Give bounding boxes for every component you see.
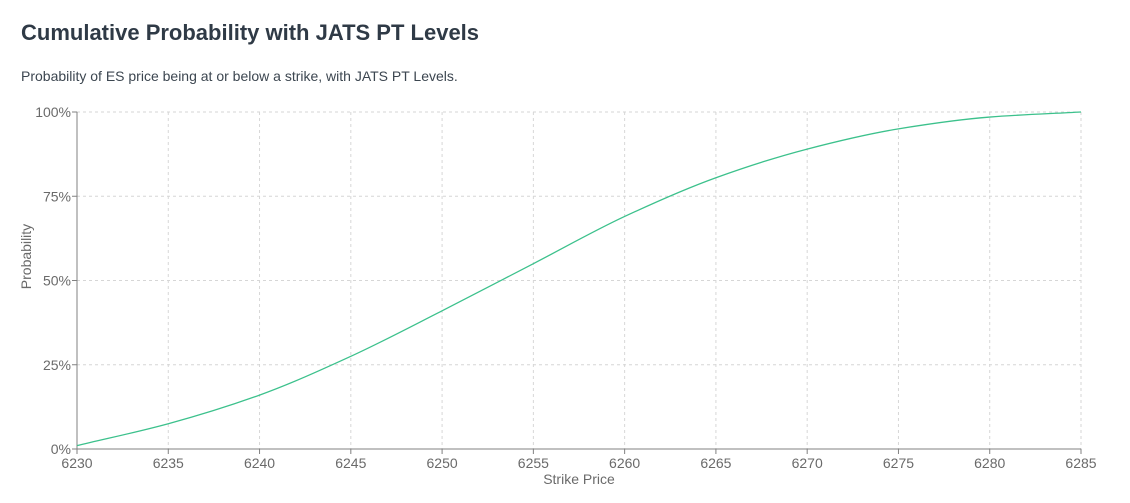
x-axis-title: Strike Price [543,471,615,487]
chart-title: Cumulative Probability with JATS PT Leve… [21,20,480,45]
x-tick-label: 6280 [974,455,1005,471]
y-tick-label: 25% [43,357,71,373]
grid [76,111,1082,450]
x-tick-label: 6240 [244,455,275,471]
series-layer [76,111,1082,447]
x-tick-label: 6270 [792,455,823,471]
x-tick-label: 6275 [883,455,914,471]
x-tick-label: 6230 [61,455,92,471]
tick-labels: 6230 6235 6240 6245 6250 6255 6260 6265 6270 6275… [35,104,1097,471]
axes [72,111,1082,454]
y-tick-label: 50% [43,273,71,289]
x-tick-label: 6285 [1065,455,1096,471]
x-tick-label: 6265 [700,455,731,471]
x-tick-label: 6260 [609,455,640,471]
chart-subtitle: Probability of ES price being at or belo… [21,68,458,84]
y-tick-label: 0% [51,441,71,457]
y-tick-label: 100% [35,104,71,120]
x-tick-label: 6255 [518,455,549,471]
x-tick-label: 6245 [335,455,366,471]
x-tick-label: 6235 [153,455,184,471]
y-axis-title: Probability [18,224,34,289]
probability-line [76,111,1082,447]
y-tick-label: 75% [43,188,71,204]
x-tick-label: 6250 [427,455,458,471]
